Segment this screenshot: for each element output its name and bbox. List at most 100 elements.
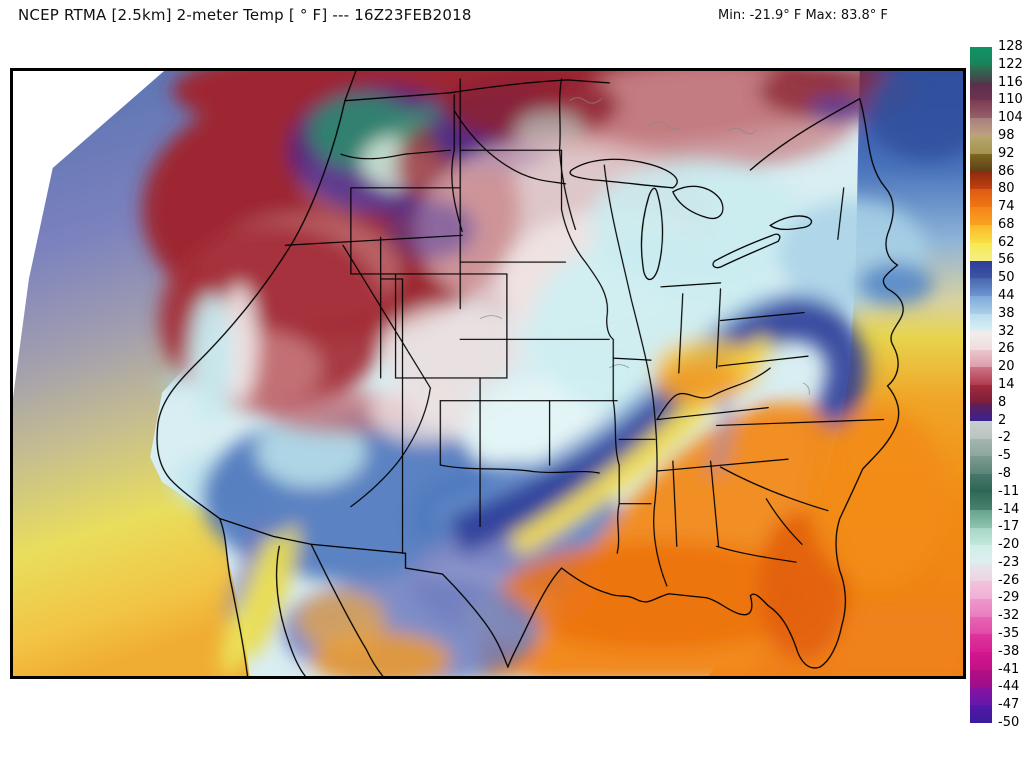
colorbar-segment: [970, 456, 992, 475]
colorbar-tick-label: 80: [998, 181, 1015, 197]
colorbar-segment: [970, 598, 992, 617]
colorbar-tick-label: -47: [998, 697, 1020, 713]
colorbar-tick-label: -5: [998, 448, 1011, 464]
colorbar-segment: [970, 509, 992, 528]
colorbar-segment: [970, 474, 992, 492]
colorbar-segment: [970, 527, 992, 546]
colorbar-tick-label: 74: [998, 199, 1015, 215]
colorbar-segment: [970, 367, 992, 386]
colorbar-segment: [970, 545, 992, 564]
colorbar-segment: [970, 349, 992, 368]
colorbar-tick-label: 62: [998, 234, 1015, 250]
colorbar-tick-label: -23: [998, 554, 1020, 570]
colorbar-tick-label: -44: [998, 679, 1020, 695]
pacific-coastline: [156, 71, 357, 676]
state-boundaries: [156, 71, 904, 676]
colorbar-segment: [970, 385, 992, 403]
colorbar-tick-label: 122: [998, 56, 1023, 72]
colorbar-segment: [970, 242, 992, 261]
colorbar-segment: [970, 705, 992, 724]
colorbar-segment: [970, 420, 992, 439]
atlantic-coastline: [835, 98, 904, 572]
colorbar-segment: [970, 616, 992, 635]
lake-michigan: [640, 187, 664, 281]
rio-grande-mexico-border: [219, 517, 509, 668]
colorbar-tick-label: 2: [998, 412, 1007, 428]
colorbar-segment: [970, 331, 992, 350]
colorbar-tick-label: 44: [998, 288, 1015, 304]
lake-ontario: [769, 215, 813, 231]
page-title: NCEP RTMA [2.5km] 2-meter Temp [ ° F] --…: [18, 6, 472, 24]
colorbar-segment: [970, 153, 992, 172]
colorbar-segment: [970, 669, 992, 688]
colorbar-segment: [970, 207, 992, 225]
colorbar-tick-label: 8: [998, 394, 1007, 410]
colorbar-segment: [970, 491, 992, 510]
colorbar-tick-label: 14: [998, 377, 1015, 392]
lake-erie: [712, 233, 781, 269]
colorbar-tick-label: 86: [998, 163, 1015, 179]
colorbar-segment: [970, 278, 992, 297]
colorbar-tick-label: -14: [998, 501, 1020, 517]
mississippi-river: [603, 164, 668, 587]
florida-gulf-coastline: [507, 567, 846, 669]
colorbar-segment: [970, 82, 992, 101]
colorbar-tick-label: -35: [998, 626, 1020, 642]
colorbar-segment: [970, 171, 992, 190]
colorbar-tick-label: 56: [998, 252, 1015, 268]
colorbar-tick-label: 128: [998, 39, 1023, 54]
western-state-lines: [284, 78, 567, 554]
colorbar-tick-label: -50: [998, 715, 1020, 730]
temperature-map: [13, 71, 963, 676]
colorbar-segment: [970, 189, 992, 208]
colorbar-tick-label: -11: [998, 483, 1020, 499]
colorbar-segment: [970, 260, 992, 279]
projection-edge-wedge: [13, 71, 165, 398]
colorbar-segment: [970, 296, 992, 314]
colorbar-tick-label: 38: [998, 305, 1015, 321]
colorbar-tick-label: -8: [998, 465, 1011, 481]
lake-superior: [569, 158, 678, 189]
plains-state-lines: [439, 78, 620, 554]
min-max-readout: Min: -21.9° F Max: 83.8° F: [718, 8, 888, 23]
colorbar-segment: [970, 224, 992, 243]
colorbar-segment: [970, 687, 992, 706]
colorbar-tick-label: -38: [998, 643, 1020, 659]
colorbar-segment: [970, 580, 992, 599]
colorbar-tick-label: 92: [998, 145, 1015, 161]
colorbar-tick-label: -20: [998, 537, 1020, 553]
colorbar-tick-label: 26: [998, 341, 1015, 357]
map-frame: [10, 68, 966, 679]
colorbar-tick-label: -17: [998, 519, 1020, 535]
colorbar-tick-label: 98: [998, 127, 1015, 143]
colorbar: [970, 47, 992, 724]
colorbar-tick-label: -41: [998, 661, 1020, 677]
colorbar-tick-label: 32: [998, 323, 1015, 339]
colorbar-segment: [970, 438, 992, 457]
colorbar-tick-label: 50: [998, 270, 1015, 286]
eastern-state-lines: [603, 164, 885, 587]
colorbar-segment: [970, 563, 992, 581]
canada-border: [344, 79, 861, 171]
colorbar-segment: [970, 47, 992, 65]
colorbar-tick-label: 20: [998, 359, 1015, 375]
colorbar-segment: [970, 118, 992, 136]
colorbar-ticks: 128 122 116 110 104 98 92 86 80 74 68 62 56 50 44 38 32 2…: [998, 39, 1024, 730]
colorbar-segment: [970, 64, 992, 83]
colorbar-tick-label: -29: [998, 590, 1020, 606]
colorbar-segment: [970, 634, 992, 653]
colorbar-tick-label: -26: [998, 572, 1020, 588]
colorbar-segment: [970, 135, 992, 154]
colorbar-tick-label: 110: [998, 92, 1023, 108]
colorbar-segment: [970, 652, 992, 670]
lake-huron: [672, 185, 724, 220]
temperature-field: [142, 71, 963, 676]
colorbar-segment: [970, 100, 992, 119]
colorbar-tick-label: 104: [998, 110, 1023, 126]
terrain-contour-squiggles: [479, 97, 810, 395]
colorbar-tick-label: 68: [998, 216, 1015, 232]
colorbar-tick-label: -32: [998, 608, 1020, 624]
colorbar-segment: [970, 313, 992, 332]
colorbar-tick-label: -2: [998, 430, 1011, 446]
